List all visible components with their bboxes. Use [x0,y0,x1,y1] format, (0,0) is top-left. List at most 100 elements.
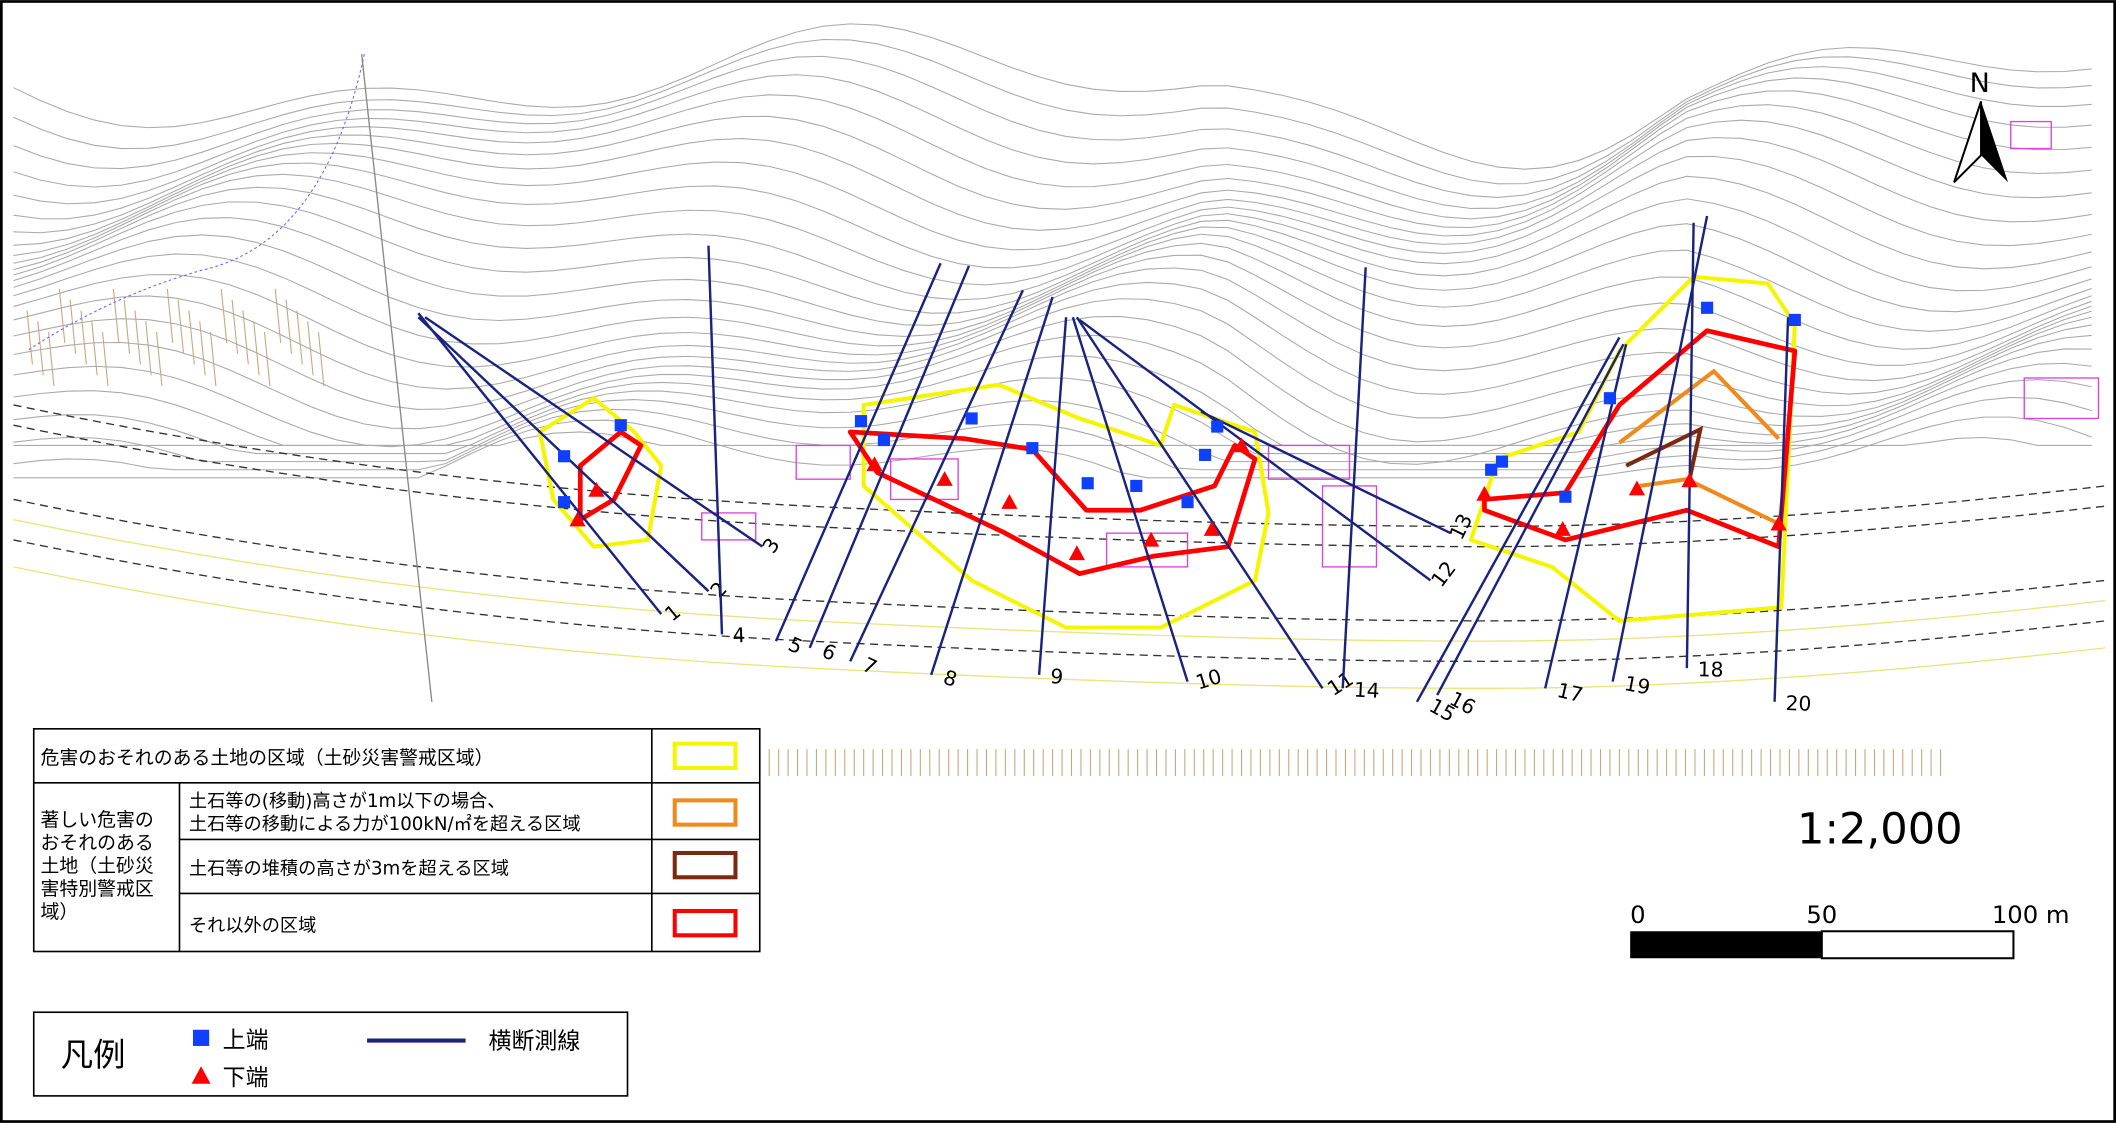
hatch [26,310,33,365]
contour [13,281,2092,395]
hatch [177,299,185,354]
upper-end [854,415,868,428]
hatch [285,299,293,354]
legend-box [32,1011,629,1097]
upper-end [1701,301,1714,314]
scale-bar-label: 100 m [1992,900,2070,929]
zone-label: 害特別警戒区 [40,878,153,900]
zone-label: それ以外の区域 [189,915,316,936]
special-zone-force [1618,368,1781,445]
contour [13,104,2092,229]
lower-end [588,481,605,497]
lower-end [1068,545,1085,561]
survey-line [1341,267,1367,689]
contour [13,173,2092,286]
survey-line [1037,317,1068,675]
lower-end [569,511,586,527]
zone-swatch [672,741,738,770]
hatch [274,288,282,343]
base-map [13,23,2106,777]
upper-end [877,433,890,447]
upper-end [1199,448,1212,461]
zone-swatch [672,850,738,880]
hatch [253,321,260,376]
contour [13,186,2092,301]
river [26,53,365,352]
survey-line [1415,336,1621,703]
scale-bar-label: 0 [1630,900,1645,929]
lower-end [1554,521,1571,536]
north-arrow [1953,101,1983,184]
survey-line [1200,410,1452,535]
survey-line-label: 18 [1698,657,1724,681]
survey-line [1075,316,1324,690]
survey-line [1078,318,1432,582]
special-zone-deposit [1625,425,1704,480]
contour [13,201,2092,314]
hatch [134,310,141,365]
lower-end [1681,472,1698,488]
survey-line [774,262,942,642]
upper-end [1081,477,1094,490]
lower-end [866,456,883,472]
hatch [209,332,217,387]
road-line [13,404,2106,528]
contour [13,119,2092,237]
contour [13,137,2092,251]
contour [13,396,2092,471]
legend-label: 上端 [223,1027,269,1053]
upper-end [1559,490,1572,503]
legend-area: N 1:2,000 0 50 100 m 危害のおそれのある土地の区域（土砂災害警戒区域）… [32,68,2070,1097]
upper-end [1788,313,1801,327]
contour [13,38,2092,185]
upper-end [1130,479,1143,493]
hatch [123,299,131,354]
contour [13,155,2092,269]
survey-line [707,245,724,635]
zone-label: 土地（土砂災 [40,855,153,877]
upper-end [614,419,627,432]
road-line [13,539,2106,663]
contour [13,234,2092,350]
survey-line [1773,317,1790,702]
warning-zone [861,382,1271,630]
hatch [102,332,109,387]
lower-end [1001,494,1018,509]
contour [13,90,2092,220]
survey-line-label: 19 [1622,671,1652,699]
zone-swatch [672,908,738,938]
hatch [296,310,303,365]
zone-label: 土石等の(移動)高さが1m以下の場合、 [189,791,506,812]
survey-line-label: 4 [732,623,746,647]
upper-end [1181,496,1194,509]
scale-bar [1630,931,1822,959]
hatch [58,288,66,343]
hatch [242,310,249,365]
special-zone-other [1482,328,1798,550]
survey-line [929,296,1054,676]
hatch [48,332,55,387]
contour [13,416,2092,479]
points [558,301,1801,561]
lower-end [936,471,953,486]
building [795,444,851,480]
road-line [13,498,2106,622]
upper-end [1485,463,1498,476]
contour [13,217,2092,332]
zone-label: 土石等の堆積の高さが3mを超える区域 [189,859,509,880]
upper-end [1495,455,1509,468]
contour [13,334,2092,465]
upper-end [1211,420,1224,433]
contour [13,379,2092,463]
upper-end [1603,392,1617,405]
upper-end [558,496,571,509]
lower-end [1203,521,1220,536]
contour [13,431,2092,446]
hatch [220,288,228,343]
contour [13,362,2092,455]
hatch [80,310,87,365]
legend-label: 横断測線 [489,1029,581,1055]
zone-label: 著しい危害の [40,809,153,831]
lower-end [1628,480,1646,496]
